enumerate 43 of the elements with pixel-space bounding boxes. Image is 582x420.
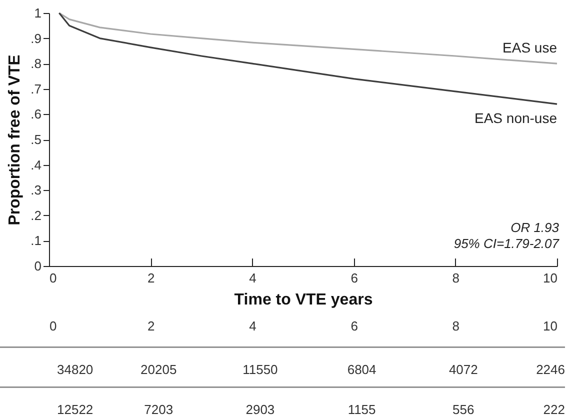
text: 4072 bbox=[448, 362, 478, 377]
series-label: EAS use bbox=[502, 40, 558, 56]
text: 20205 bbox=[140, 362, 177, 377]
x2-tick-label: 10 bbox=[543, 270, 558, 286]
x-tick-label: 2 bbox=[147, 318, 155, 334]
text: 11550 bbox=[242, 362, 278, 377]
line-series bbox=[58, 12, 558, 105]
x2-tick-label: 0 bbox=[50, 270, 57, 286]
x2-tick-label: 4 bbox=[249, 270, 256, 286]
y-tick-label: .2 bbox=[30, 208, 42, 223]
x-tick-label: 0 bbox=[50, 318, 57, 334]
x2-tick-label: 2 bbox=[147, 270, 155, 286]
text: 12522 bbox=[57, 402, 94, 417]
y-tick-label: .9 bbox=[30, 30, 42, 46]
y-tick-label: .6 bbox=[30, 106, 42, 122]
annotation: OR 1.93 bbox=[510, 220, 560, 235]
x-tick-label: 6 bbox=[350, 318, 358, 334]
x-tick-label: 4 bbox=[249, 318, 256, 334]
text: 222 bbox=[543, 402, 565, 417]
y-tick-label: 1 bbox=[34, 6, 42, 20]
line-series bbox=[58, 12, 558, 64]
text: 2246 bbox=[536, 362, 565, 377]
x-tick-label: 8 bbox=[452, 318, 460, 334]
x2-tick-label: 8 bbox=[452, 270, 460, 286]
series-label: EAS non-use bbox=[474, 110, 558, 126]
text: 1155 bbox=[348, 402, 376, 417]
y-axis-title: Proportion free of VTE bbox=[6, 54, 24, 226]
y-tick-label: 0 bbox=[34, 258, 42, 274]
y-tick-label: .5 bbox=[30, 132, 42, 147]
x-axis-title: Time to VTE years bbox=[234, 292, 373, 308]
y-tick-label: .8 bbox=[30, 56, 42, 72]
annotation: 95% CI=1.79-2.07 bbox=[454, 236, 560, 251]
text: 2903 bbox=[246, 402, 275, 417]
text: 7203 bbox=[144, 402, 174, 417]
text: 556 bbox=[452, 402, 474, 417]
y-tick-label: .7 bbox=[30, 81, 42, 96]
text: 6804 bbox=[347, 362, 376, 377]
y-tick-label: .3 bbox=[30, 182, 42, 198]
x-tick-label: 10 bbox=[543, 318, 558, 334]
y-tick-label: .1 bbox=[30, 233, 42, 248]
y-tick-label: .4 bbox=[30, 157, 42, 172]
text: 34820 bbox=[57, 362, 94, 377]
x2-tick-label: 6 bbox=[350, 270, 358, 286]
